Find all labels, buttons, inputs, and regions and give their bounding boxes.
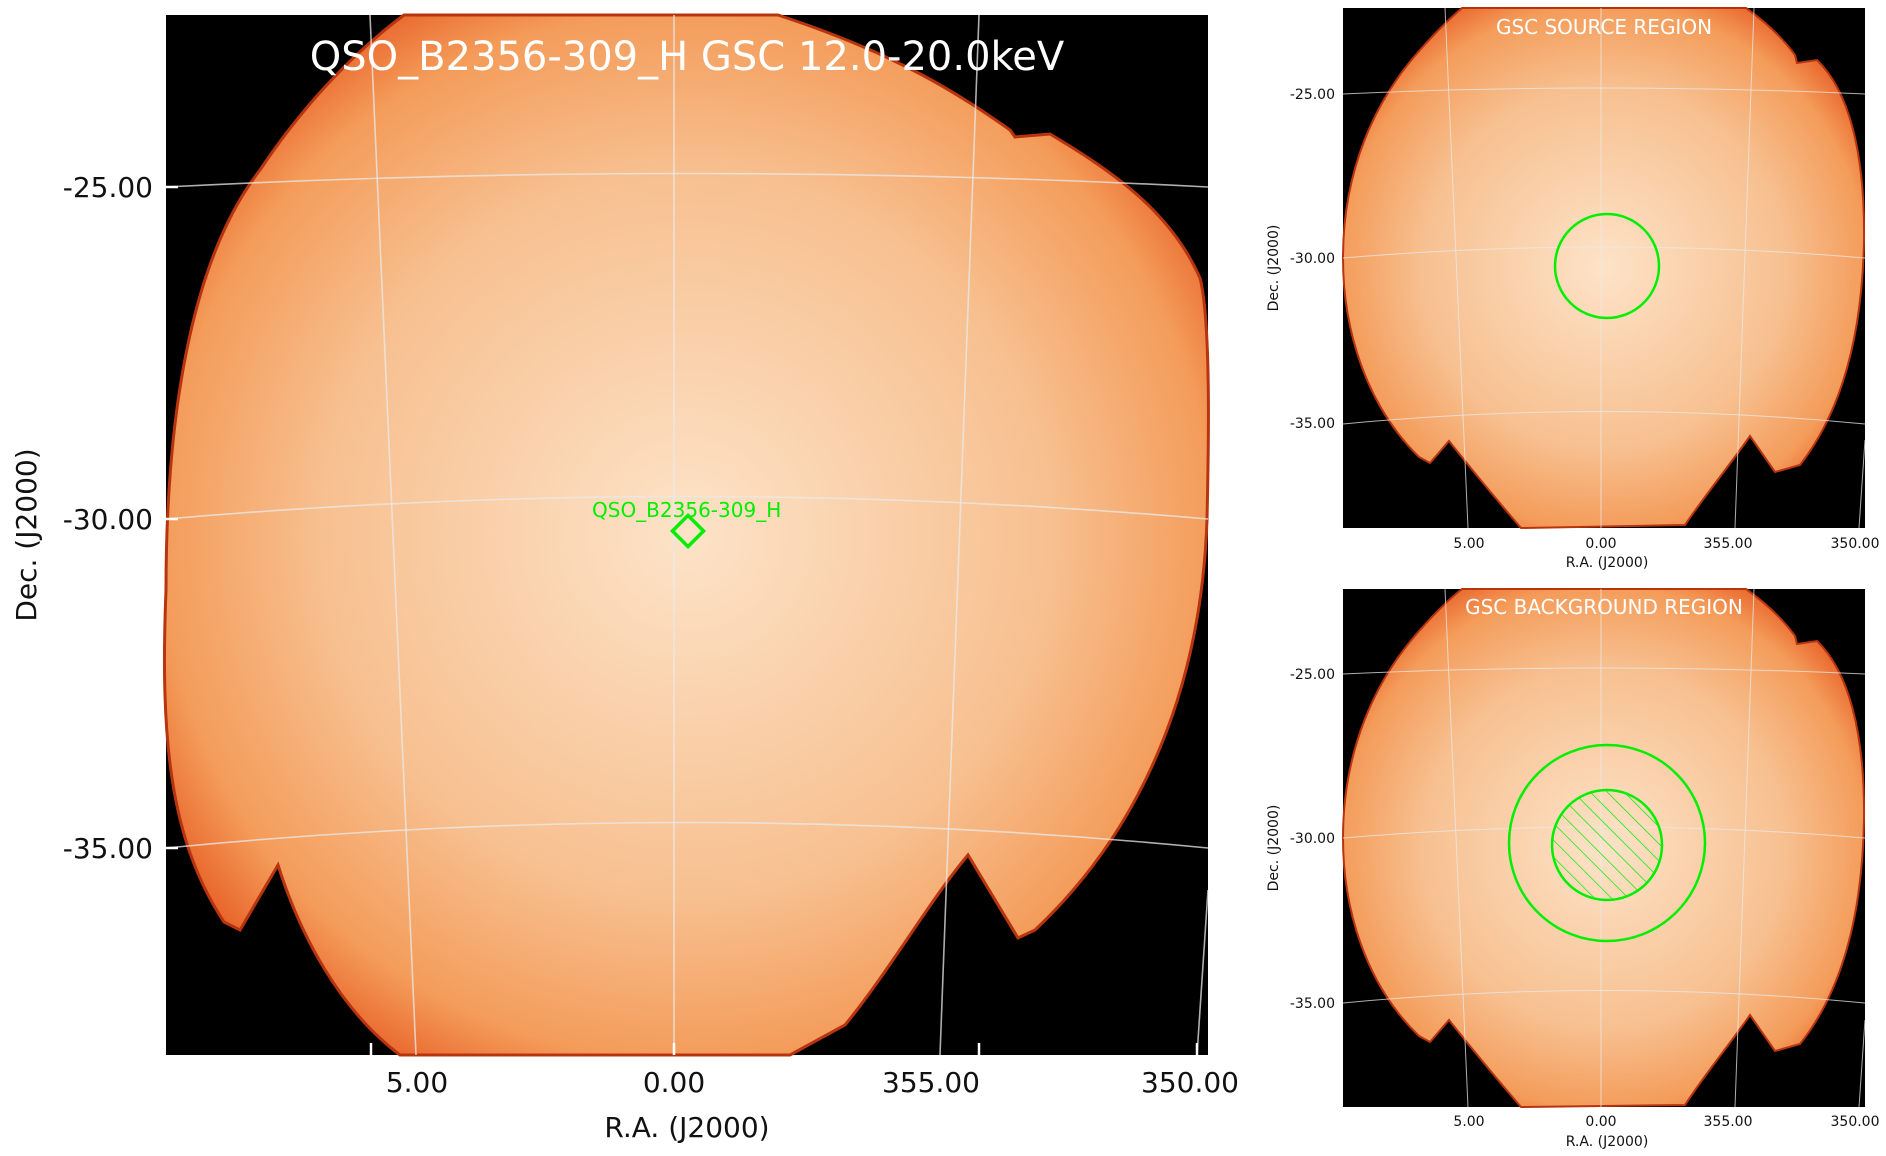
background-x-tick-labels: 5.00 0.00 355.00 350.00 bbox=[1453, 1114, 1879, 1130]
background-x-tick-label-3: 355.00 bbox=[1704, 1114, 1753, 1130]
main-y-tick-label-3: -35.00 bbox=[63, 832, 153, 865]
source-x-tick-label-4: 350.00 bbox=[1831, 536, 1880, 552]
main-title: QSO_B2356-309_H GSC 12.0-20.0keV bbox=[310, 34, 1065, 80]
background-annulus-outer bbox=[1507, 743, 1707, 943]
source-y-tick-labels: -25.00 -30.00 -35.00 bbox=[1290, 87, 1335, 432]
background-panel-title: GSC BACKGROUND REGION bbox=[1465, 595, 1743, 619]
background-y-tick-label-3: -35.00 bbox=[1290, 996, 1335, 1012]
source-y-axis-label: Dec. (J2000) bbox=[1266, 225, 1282, 312]
main-x-tick-label-4: 350.00 bbox=[1141, 1066, 1239, 1099]
main-y-tick-label-1: -25.00 bbox=[63, 171, 153, 204]
source-coordinate-grid bbox=[1342, 7, 1866, 529]
source-label: QSO_B2356-309_H bbox=[592, 498, 781, 522]
main-region-overlay: QSO_B2356-309_H bbox=[592, 498, 781, 550]
main-panel: QSO_B2356-309_H QSO_B2356-309_H GSC 12.0… bbox=[10, 13, 1239, 1144]
main-coordinate-grid bbox=[165, 14, 1209, 1056]
main-y-tick-label-2: -30.00 bbox=[63, 503, 153, 536]
background-y-tick-label-2: -30.00 bbox=[1290, 831, 1335, 847]
source-y-tick-label-3: -35.00 bbox=[1290, 416, 1335, 432]
background-y-axis-label: Dec. (J2000) bbox=[1266, 805, 1282, 892]
source-y-tick-label-1: -25.00 bbox=[1290, 87, 1335, 103]
main-x-tick-label-3: 355.00 bbox=[882, 1066, 980, 1099]
grid-ra-5 bbox=[369, 14, 417, 1056]
background-x-tick-label-1: 5.00 bbox=[1453, 1114, 1484, 1130]
source-diamond-marker bbox=[669, 512, 707, 550]
source-x-tick-label-1: 5.00 bbox=[1453, 536, 1484, 552]
exposure-footprint bbox=[162, 13, 1210, 1057]
source-panel-title: GSC SOURCE REGION bbox=[1496, 15, 1712, 39]
main-y-axis-label: Dec. (J2000) bbox=[10, 448, 43, 621]
source-circle-region bbox=[1553, 212, 1661, 320]
source-panel: GSC SOURCE REGION 5.00 0.00 355.00 350.0… bbox=[1266, 7, 1880, 571]
main-y-tick-labels: -25.00 -30.00 -35.00 bbox=[63, 171, 153, 865]
grid-ra-350 bbox=[1196, 889, 1209, 1056]
grid-dec-25 bbox=[165, 172, 1209, 188]
main-x-axis-label: R.A. (J2000) bbox=[604, 1111, 769, 1144]
background-x-tick-label-2: 0.00 bbox=[1585, 1114, 1616, 1130]
background-x-axis-label: R.A. (J2000) bbox=[1566, 1134, 1649, 1150]
background-y-tick-label-1: -25.00 bbox=[1290, 667, 1335, 683]
source-x-tick-label-3: 355.00 bbox=[1704, 536, 1753, 552]
grid-dec-35 bbox=[165, 821, 1209, 849]
source-y-tick-label-2: -30.00 bbox=[1290, 251, 1335, 267]
source-x-axis-label: R.A. (J2000) bbox=[1566, 555, 1649, 571]
background-excluded-source-hatch bbox=[1550, 788, 1664, 902]
main-x-tick-labels: 5.00 0.00 355.00 350.00 bbox=[386, 1066, 1239, 1099]
source-x-tick-label-2: 0.00 bbox=[1585, 536, 1616, 552]
background-panel: GSC BACKGROUND REGION 5.00 0.00 355.00 3… bbox=[1266, 588, 1880, 1150]
main-x-tick-label-1: 5.00 bbox=[386, 1066, 448, 1099]
source-exposure-footprint bbox=[1341, 7, 1866, 530]
main-x-tick-label-2: 0.00 bbox=[643, 1066, 705, 1099]
grid-ra-355 bbox=[939, 14, 980, 1056]
grid-dec-30 bbox=[165, 495, 1209, 520]
main-tick-marks bbox=[166, 185, 1199, 1055]
background-x-tick-label-4: 350.00 bbox=[1831, 1114, 1880, 1130]
source-x-tick-labels: 5.00 0.00 355.00 350.00 bbox=[1453, 536, 1879, 552]
background-y-tick-labels: -25.00 -30.00 -35.00 bbox=[1290, 667, 1335, 1012]
main-exposure-map bbox=[162, 13, 1210, 1057]
